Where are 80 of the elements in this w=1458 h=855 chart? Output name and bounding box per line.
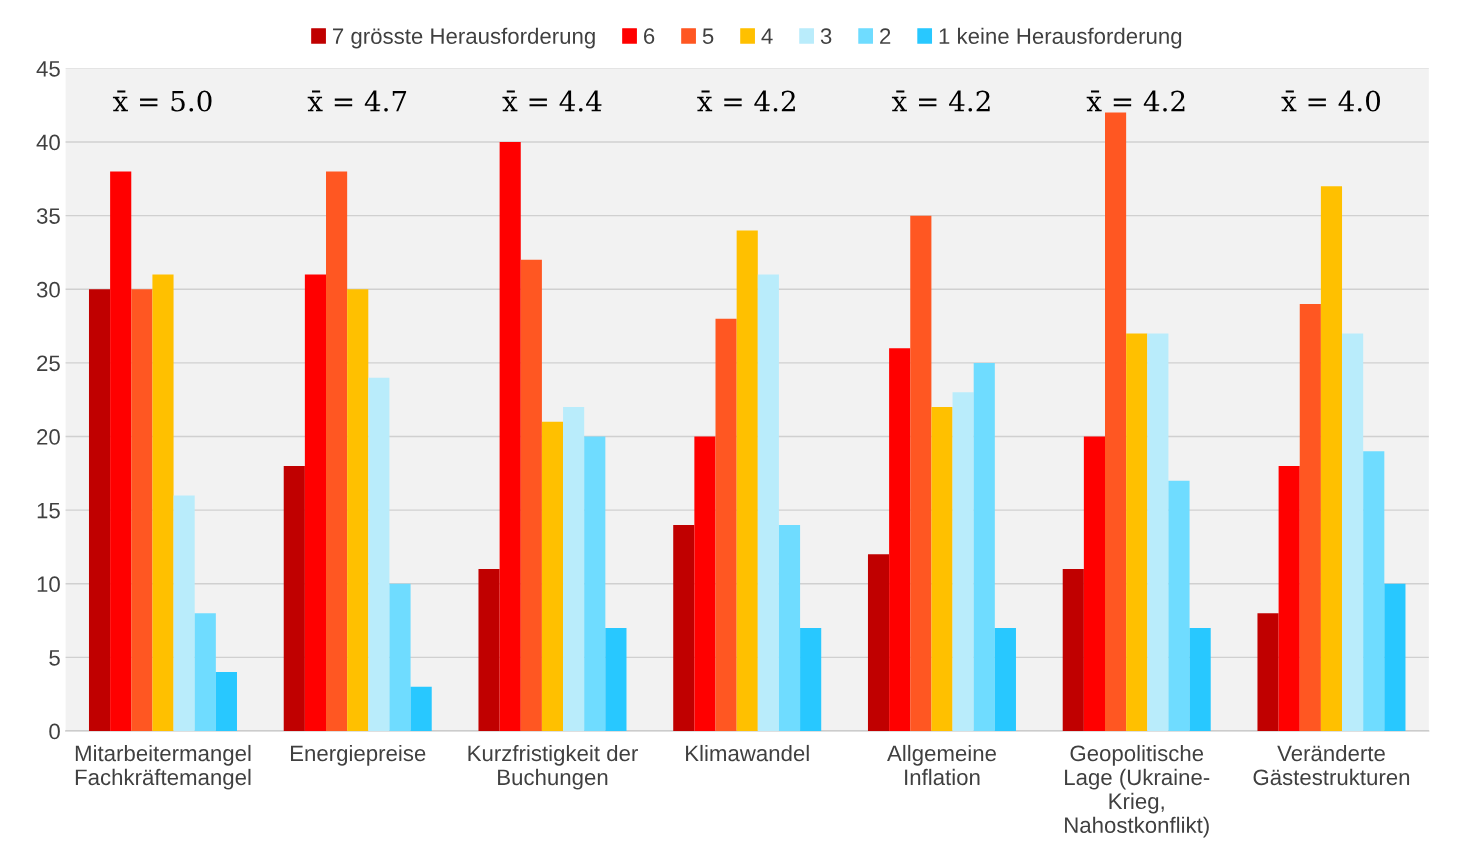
bar [1278,465,1300,732]
y-tick-label: 35 [36,208,60,224]
bar [605,627,627,732]
annotation: x̄ = 4.2 [891,90,990,112]
x-tick-label: Allgemeine Inflation [887,744,996,786]
bar [194,613,216,732]
y-tick-label: 45 [36,61,60,77]
annotation: x̄ = 4.2 [697,90,795,112]
bar [694,436,716,732]
bar [347,289,369,732]
bar [973,362,995,732]
bar [994,627,1016,732]
bar [1168,480,1190,732]
bar [1083,436,1105,732]
bar [1299,304,1321,732]
bar [1126,333,1148,732]
bar [736,230,758,732]
bar [931,407,953,732]
bar [283,465,305,732]
bar [1257,613,1279,732]
x-tick-label: Klimawandel [686,744,809,762]
bar [800,627,822,732]
y-tick-label: 10 [37,576,60,593]
bar [173,495,195,732]
bar [410,686,432,732]
bar [499,142,521,732]
legend-label: 4 [761,28,773,44]
bar [910,215,932,732]
legend-label: 7 grösste Herausforderung [333,27,595,49]
bar [757,274,779,732]
x-tick-label: Mitarbeitermangel Fachkräftemangel [75,744,251,790]
y-tick-label: 0 [49,723,60,740]
annotation: x̄ = 4.4 [502,90,602,112]
bar [889,348,911,732]
bar [1147,333,1169,732]
bar [952,392,974,732]
y-tick-label: 5 [49,650,60,666]
bar [152,274,174,732]
legend-label: 3 [820,28,832,45]
bar [326,171,348,732]
x-tick-label: Geopolitische Lage (Ukraine- Krieg, Nahostkonflikt) [1065,744,1210,838]
y-tick-label: 25 [37,355,60,372]
bar [541,421,564,732]
annotation: x̄ = 4.7 [307,90,407,112]
legend-label: 6 [644,28,655,45]
bar [1320,186,1343,732]
bar [1189,627,1211,732]
bar [368,377,390,732]
y-tick-label: 20 [37,429,60,445]
bar [673,524,695,732]
y-tick-label: 30 [36,281,60,298]
bar [867,554,890,732]
annotation: x̄ = 4.2 [1086,90,1185,112]
y-tick-label: 15 [37,502,60,519]
bar [304,274,327,732]
bar [1363,451,1385,732]
legend-label: 5 [702,28,714,45]
annotation: x̄ = 4.0 [1281,90,1381,112]
x-tick-label: Kurzfristigkeit der Buchungen [468,744,638,790]
bar [715,318,737,732]
legend-label: 1 keine Herausforderung [939,27,1182,49]
bar [778,524,801,732]
x-tick-label: Veränderte Gästestrukturen [1253,744,1410,786]
bar [1342,333,1364,732]
bar [478,569,500,732]
bar [215,672,237,732]
bar [389,583,411,732]
bar [1105,112,1127,732]
bar [1062,569,1084,732]
bar [520,259,542,732]
x-tick-label: Energiepreise [291,744,426,766]
legend-label: 2 [880,28,891,44]
annotation: x̄ = 5.0 [112,90,212,112]
y-tick-label: 40 [36,134,60,151]
bar [131,289,153,732]
bar [584,436,606,732]
bar [88,289,111,732]
bar [563,407,585,732]
bar [1384,583,1406,732]
bar [110,171,132,732]
